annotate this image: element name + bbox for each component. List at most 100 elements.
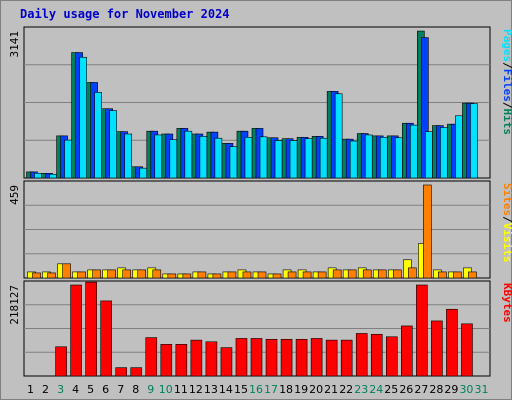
x-tick-label-day-28: 28 [429, 383, 443, 396]
bar-kbytes-day-7 [115, 367, 128, 377]
bar-sites-day-5 [92, 269, 101, 279]
x-tick-label-day-15: 15 [234, 383, 248, 396]
bar-pages-day-20 [319, 137, 328, 179]
bar-pages-day-11 [184, 130, 193, 179]
bar-kbytes-day-14 [220, 347, 233, 377]
bar-pages-day-8 [139, 167, 148, 179]
bar-pages-day-12 [199, 136, 208, 179]
bar-sites-day-12 [197, 271, 207, 279]
chart-title: Daily usage for November 2024 [20, 7, 230, 21]
bar-pages-day-9 [154, 134, 163, 179]
bar-sites-day-7 [122, 269, 132, 279]
bar-pages-day-21 [334, 93, 343, 179]
bar-sites-day-28 [438, 271, 447, 279]
bar-kbytes-day-3 [55, 346, 67, 377]
bar-sites-day-8 [137, 269, 147, 279]
bar-kbytes-day-4 [70, 284, 82, 377]
legend-top: Pages/Files/Hits [501, 29, 512, 135]
chart-panels: 3141Pages/Files/Hits459Sites/Visits21812… [8, 26, 512, 377]
x-tick-label-day-6: 6 [102, 383, 109, 396]
bar-kbytes-day-6 [100, 300, 112, 377]
bar-kbytes-day-5 [85, 281, 97, 377]
legend-item-kbytes: KBytes [501, 283, 512, 323]
bar-kbytes-day-18 [280, 338, 293, 377]
bar-pages-day-19 [304, 138, 313, 179]
bar-sites-day-1 [32, 272, 41, 279]
bar-kbytes-day-30 [461, 323, 473, 377]
x-tick-label-day-2: 2 [42, 383, 49, 396]
bar-kbytes-day-24 [370, 333, 383, 377]
x-tick-label-day-13: 13 [204, 383, 218, 396]
bar-pages-day-15 [244, 136, 253, 179]
bar-sites-day-30 [468, 271, 477, 279]
bar-kbytes-day-13 [205, 341, 218, 377]
bar-pages-day-16 [259, 136, 268, 179]
x-tick-label-day-11: 11 [174, 383, 188, 396]
bar-pages-day-3 [64, 139, 72, 179]
bar-pages-day-28 [440, 127, 448, 179]
x-tick-label-day-23: 23 [354, 383, 368, 396]
panel-bottom: 218127 KBytes [8, 280, 512, 377]
bar-sites-day-16 [257, 271, 267, 279]
bar-pages-day-23 [364, 134, 373, 179]
x-tick-label-day-5: 5 [87, 383, 94, 396]
bar-sites-day-15 [242, 271, 252, 279]
bar-sites-day-22 [347, 269, 357, 279]
x-axis-tick-labels: 1 2 3 4 5 6 7 8 9 10 11 12 13 14 15 16 17 18 19 20 21 22 23 24 2… [27, 383, 488, 396]
bar-sites-day-3 [62, 263, 71, 279]
legend-middle: Sites/Visits [501, 183, 512, 263]
x-tick-label-day-30: 30 [459, 383, 473, 396]
bar-kbytes-day-22 [340, 339, 353, 377]
bar-pages-day-18 [289, 140, 298, 179]
x-tick-label-day-9: 9 [147, 383, 154, 396]
bar-pages-day-24 [379, 136, 388, 179]
bar-sites-day-17 [272, 273, 282, 279]
x-tick-label-day-29: 29 [444, 383, 458, 396]
x-tick-label-day-25: 25 [384, 383, 398, 396]
bar-pages-day-4 [79, 56, 87, 179]
bar-sites-day-6 [107, 269, 116, 279]
bar-kbytes-day-20 [310, 338, 323, 377]
legend-separator: / [501, 102, 512, 109]
bar-sites-day-21 [332, 269, 342, 279]
bar-kbytes-day-15 [235, 338, 248, 377]
x-tick-label-day-10: 10 [159, 383, 173, 396]
bar-sites-day-24 [377, 269, 387, 279]
bar-sites-day-26 [408, 267, 417, 279]
bar-files-day-27 [421, 37, 429, 179]
bar-pages-day-27 [425, 131, 433, 179]
bar-pages-day-7 [124, 133, 133, 179]
x-tick-label-day-22: 22 [339, 383, 353, 396]
bar-sites-day-19 [302, 271, 312, 279]
bar-kbytes-day-16 [250, 338, 263, 377]
bar-kbytes-day-29 [446, 308, 458, 377]
bar-kbytes-day-28 [431, 320, 443, 377]
bar-pages-day-30 [470, 103, 478, 179]
bar-pages-day-14 [229, 146, 238, 179]
bar-sites-day-2 [47, 272, 56, 279]
bar-kbytes-day-8 [130, 367, 143, 377]
bar-kbytes-day-27 [416, 284, 428, 377]
bar-pages-day-13 [214, 137, 223, 179]
bar-sites-day-29 [453, 271, 462, 279]
x-tick-label-day-14: 14 [219, 383, 233, 396]
bar-kbytes-day-17 [265, 338, 278, 377]
bar-sites-day-9 [152, 269, 162, 279]
bar-pages-day-26 [410, 124, 418, 179]
bar-kbytes-day-11 [175, 343, 188, 377]
legend-separator: / [501, 216, 512, 223]
legend-item-hits: Hits [501, 109, 512, 136]
bar-sites-day-18 [287, 271, 297, 279]
bar-pages-day-2 [49, 173, 57, 179]
x-tick-label-day-19: 19 [294, 383, 308, 396]
bar-pages-day-10 [169, 139, 178, 179]
bar-kbytes-day-10 [160, 343, 173, 377]
x-tick-label-day-24: 24 [369, 383, 383, 396]
legend-item-visits: Visits [501, 223, 512, 263]
bar-kbytes-day-12 [190, 339, 203, 377]
x-tick-label-day-1: 1 [27, 383, 34, 396]
bar-kbytes-day-21 [325, 339, 338, 377]
